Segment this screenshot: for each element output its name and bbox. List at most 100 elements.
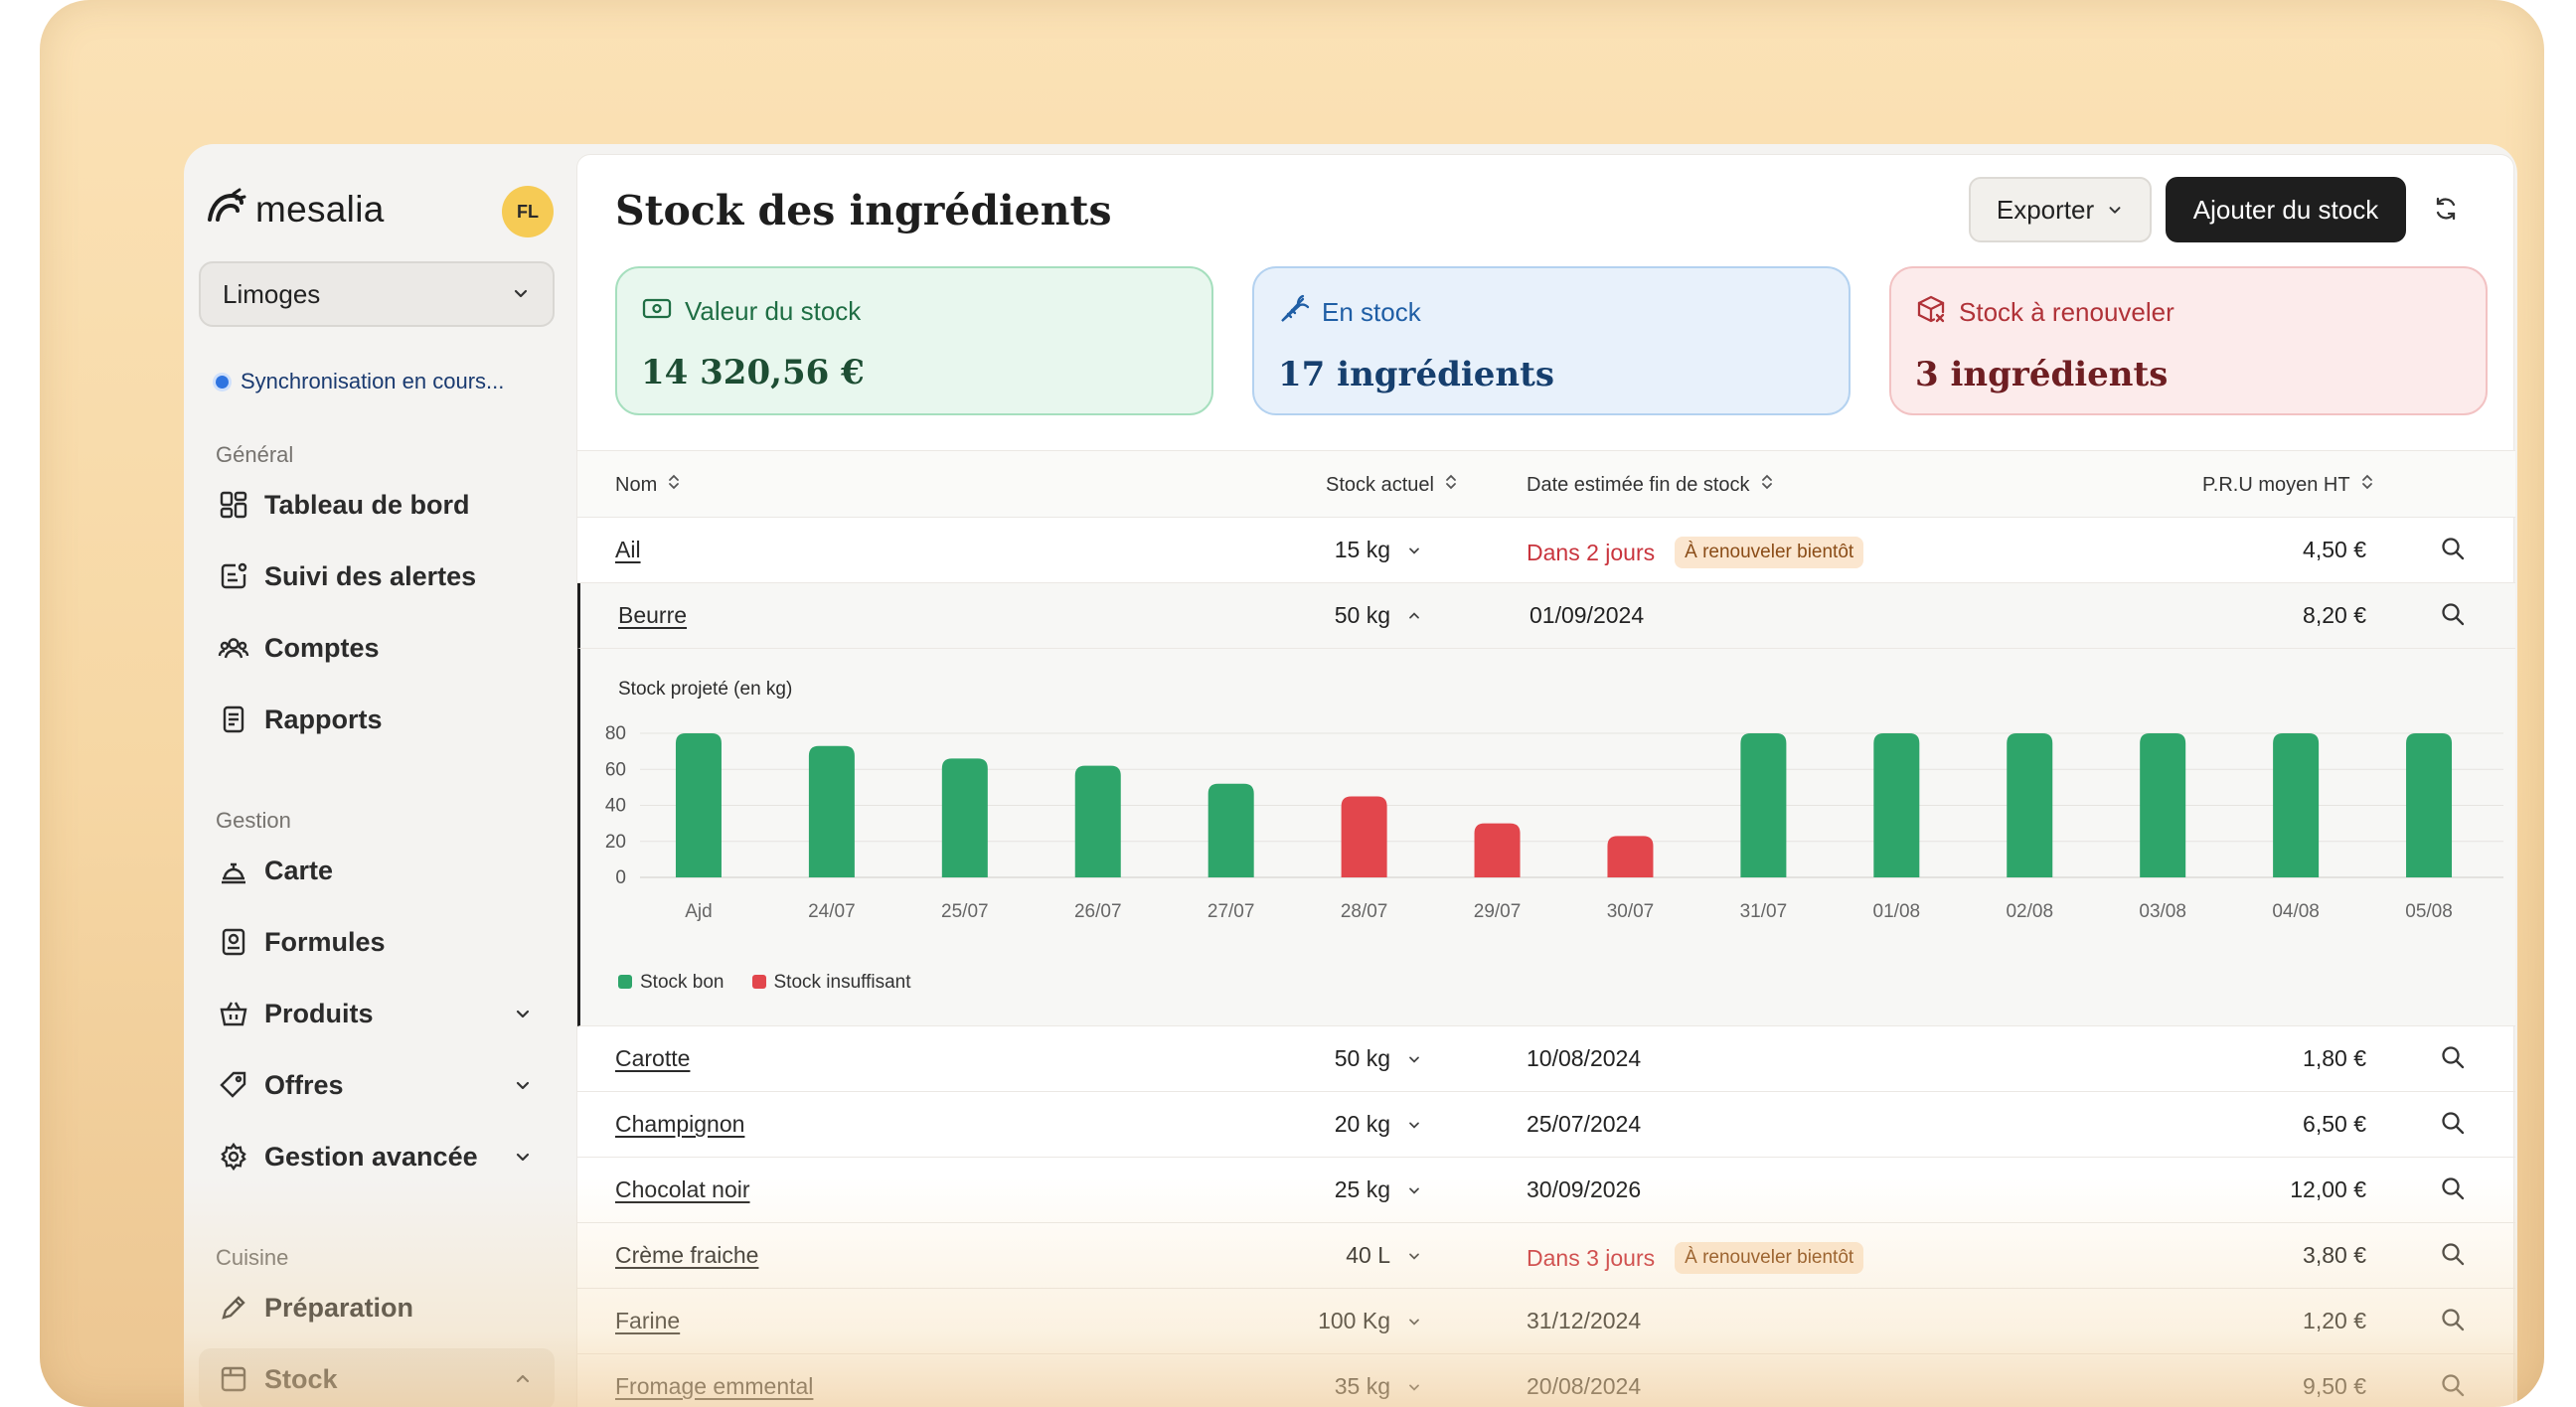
chart-bar[interactable] — [1740, 733, 1787, 877]
stock-qty[interactable]: 50 kg — [1335, 602, 1424, 629]
sidebar-item-stock[interactable]: Stock — [199, 1348, 555, 1407]
pen-icon — [217, 1291, 250, 1325]
chart-bar[interactable] — [2007, 733, 2053, 877]
sidebar-item-label: Rapports — [264, 704, 383, 734]
column-header-nom[interactable]: Nom — [615, 473, 681, 497]
x-tick-label: 31/07 — [1740, 901, 1788, 922]
sidebar-item-label: Carte — [264, 855, 334, 885]
chevron-down-icon — [1404, 1182, 1424, 1198]
ingredient-name[interactable]: Crème fraiche — [615, 1242, 759, 1268]
table-row[interactable]: Carotte 50 kg 10/08/2024 1,80 € — [577, 1026, 2515, 1092]
sidebar-item-tableau-de-bord[interactable]: Tableau de bord — [199, 474, 555, 536]
ingredient-name[interactable]: Champignon — [615, 1111, 745, 1137]
ingredient-name[interactable]: Farine — [615, 1308, 681, 1333]
ingredient-name[interactable]: Ail — [615, 537, 641, 562]
column-header-stock-actuel[interactable]: Stock actuel — [1326, 473, 1458, 497]
sync-status-label: Synchronisation en cours... — [241, 369, 505, 393]
search-icon[interactable] — [2440, 536, 2466, 567]
stock-qty-value: 50 kg — [1334, 602, 1390, 628]
refresh-icon[interactable] — [2424, 187, 2468, 231]
sidebar-item-rapports[interactable]: Rapports — [199, 689, 555, 750]
stock-qty[interactable]: 50 kg — [1335, 1045, 1424, 1072]
gear-icon — [217, 1140, 250, 1173]
ingredient-name[interactable]: Beurre — [618, 602, 688, 628]
chevron-down-icon — [511, 279, 531, 310]
sidebar-item-offres[interactable]: Offres — [199, 1054, 555, 1116]
projected-stock-chart: 80 60 40 20 0 Ajd 24/07 25/07 26/07 27/07 28/07 29/… — [605, 723, 2503, 922]
brand[interactable]: mesalia — [204, 186, 385, 233]
stock-qty[interactable]: 100 Kg — [1318, 1308, 1424, 1334]
column-header-pru[interactable]: P.R.U moyen HT — [2202, 473, 2374, 497]
export-button[interactable]: Exporter — [1969, 177, 2152, 242]
chart-bar[interactable] — [941, 758, 988, 877]
ingredient-name[interactable]: Chocolat noir — [615, 1176, 750, 1202]
stock-qty-value: 100 Kg — [1318, 1308, 1390, 1333]
search-icon[interactable] — [2440, 1110, 2466, 1142]
search-icon[interactable] — [2440, 1307, 2466, 1338]
chart-bar[interactable] — [2140, 733, 2186, 877]
table-row[interactable]: Crème fraiche 40 L Dans 3 jours À renouvele… — [577, 1223, 2515, 1289]
chart-legend: Stock bon Stock insuffisant — [618, 972, 911, 994]
sort-icon — [667, 473, 681, 497]
search-icon[interactable] — [2440, 1175, 2466, 1207]
search-icon[interactable] — [2440, 1044, 2466, 1076]
sidebar-item-label: Gestion avancée — [264, 1141, 478, 1172]
y-tick-label: 60 — [605, 759, 626, 780]
stock-qty-value: 35 kg — [1334, 1373, 1390, 1399]
column-header-date-fin[interactable]: Date estimée fin de stock — [1527, 473, 1774, 497]
table-row[interactable]: Champignon 20 kg 25/07/2024 6,50 € — [577, 1092, 2515, 1158]
price: 3,80 € — [2303, 1242, 2366, 1268]
chart-bar[interactable] — [1873, 733, 1920, 877]
ingredient-name[interactable]: Carotte — [615, 1045, 691, 1071]
legend-item-bad: Stock insuffisant — [751, 972, 911, 994]
stock-qty[interactable]: 25 kg — [1335, 1176, 1424, 1203]
chart-bar[interactable] — [2406, 733, 2453, 877]
end-date: Dans 2 jours À renouveler bientôt — [1527, 537, 1864, 568]
stock-qty[interactable]: 15 kg — [1335, 537, 1424, 563]
sidebar-item-gestion-avancee[interactable]: Gestion avancée — [199, 1126, 555, 1187]
money-icon — [641, 294, 673, 329]
chart-bar[interactable] — [1074, 765, 1121, 877]
table-row[interactable]: Ail 15 kg Dans 2 jours À renouveler bient… — [577, 518, 2515, 583]
page-title: Stock des ingrédients — [615, 187, 1112, 234]
sidebar-item-comptes[interactable]: Comptes — [199, 617, 555, 679]
sidebar-item-carte[interactable]: Carte — [199, 840, 555, 901]
sidebar-item-formules[interactable]: Formules — [199, 911, 555, 973]
search-icon[interactable] — [2440, 601, 2466, 633]
price: 8,20 € — [2303, 602, 2366, 628]
chart-bar[interactable] — [2273, 733, 2320, 877]
end-date-value: 10/08/2024 — [1527, 1045, 1642, 1071]
chart-bar[interactable] — [1607, 836, 1654, 877]
column-label: Nom — [615, 473, 658, 496]
stock-qty[interactable]: 20 kg — [1335, 1111, 1424, 1138]
add-stock-button[interactable]: Ajouter du stock — [2166, 177, 2406, 242]
search-icon[interactable] — [2440, 1372, 2466, 1404]
site-select[interactable]: Limoges — [199, 261, 555, 327]
sidebar-item-label: Tableau de bord — [264, 489, 470, 520]
sidebar-item-preparation[interactable]: Préparation — [199, 1277, 555, 1338]
stock-qty-value: 20 kg — [1334, 1111, 1390, 1137]
chart-bar[interactable] — [675, 733, 722, 877]
chart-bar[interactable] — [1474, 823, 1521, 877]
app-window: mesalia FL Limoges Synchronisation en co… — [184, 144, 2517, 1407]
ingredient-name[interactable]: Fromage emmental — [615, 1373, 814, 1399]
box-alert-icon — [1915, 294, 1947, 331]
sidebar-item-produits[interactable]: Produits — [199, 983, 555, 1044]
user-avatar[interactable]: FL — [502, 186, 554, 237]
table-row[interactable]: Farine 100 Kg 31/12/2024 1,20 € — [577, 1289, 2515, 1354]
sidebar-item-suivi-des-alertes[interactable]: Suivi des alertes — [199, 546, 555, 607]
x-tick-label: 30/07 — [1607, 901, 1655, 922]
end-date-value: 01/09/2024 — [1530, 602, 1645, 628]
end-date-value: 25/07/2024 — [1527, 1111, 1642, 1137]
table-row[interactable]: Fromage emmental 35 kg 20/08/2024 9,50 € — [577, 1354, 2515, 1407]
stock-qty[interactable]: 35 kg — [1335, 1373, 1424, 1400]
chevron-down-icon — [503, 1075, 543, 1095]
menu-book-icon — [217, 925, 250, 959]
chart-bar[interactable] — [808, 745, 855, 877]
table-row[interactable]: Chocolat noir 25 kg 30/09/2026 12,00 € — [577, 1158, 2515, 1223]
search-icon[interactable] — [2440, 1241, 2466, 1273]
table-row-expanded[interactable]: Beurre 50 kg 01/09/2024 8,20 € — [577, 583, 2515, 649]
stock-qty[interactable]: 40 L — [1346, 1242, 1424, 1269]
chart-bar[interactable] — [1341, 796, 1387, 877]
chart-bar[interactable] — [1208, 783, 1254, 877]
